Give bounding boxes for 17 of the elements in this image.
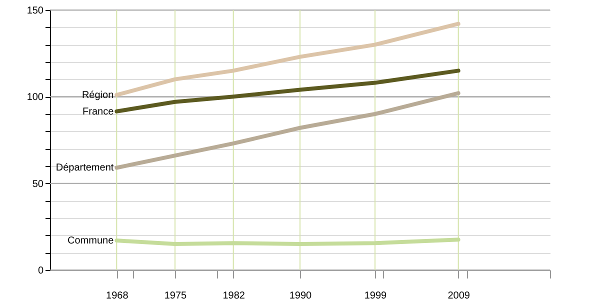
x-tick-label: 2009 bbox=[448, 290, 470, 300]
series-label: Région bbox=[82, 90, 114, 101]
line-series bbox=[114, 68, 460, 114]
x-tick-label: 1990 bbox=[289, 290, 312, 300]
x-tick-label: 1999 bbox=[364, 290, 388, 300]
line-series bbox=[114, 91, 460, 170]
line-series bbox=[114, 22, 460, 97]
y-tick-label: 0 bbox=[38, 266, 44, 276]
y-tick-label: 100 bbox=[26, 92, 44, 104]
y-tick-label: 50 bbox=[32, 178, 44, 190]
x-tick-label: 1975 bbox=[164, 290, 188, 300]
series-label: Département bbox=[56, 162, 114, 174]
series-label: France bbox=[82, 106, 114, 118]
x-tick-label: 1982 bbox=[222, 290, 246, 300]
x-tick-label: 1968 bbox=[106, 290, 129, 300]
series-label: Commune bbox=[68, 236, 114, 247]
y-tick-label: 150 bbox=[26, 6, 44, 16]
